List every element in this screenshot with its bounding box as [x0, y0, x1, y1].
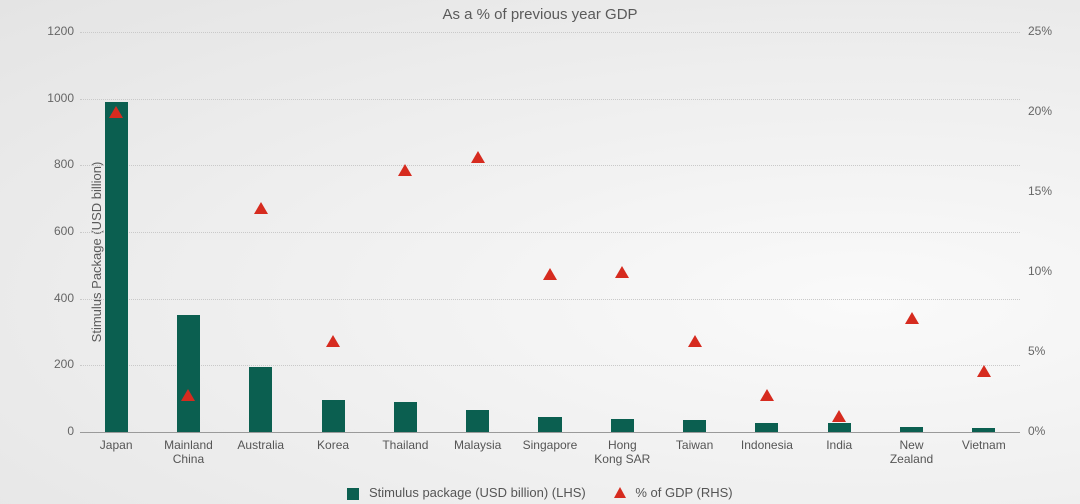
- triangle-marker-icon: [832, 410, 846, 422]
- triangle-marker-icon: [471, 151, 485, 163]
- y-right-tick: 5%: [1028, 344, 1078, 358]
- category-label: HongKong SAR: [586, 438, 658, 466]
- triangle-marker-icon: [688, 335, 702, 347]
- chart-title: As a % of previous year GDP: [0, 6, 1080, 23]
- y-left-tick: 1200: [24, 24, 74, 38]
- triangle-marker-icon: [254, 202, 268, 214]
- y-left-tick: 200: [24, 357, 74, 371]
- triangle-marker-icon: [615, 266, 629, 278]
- bar: [105, 102, 128, 432]
- y-right-tick: 10%: [1028, 264, 1078, 278]
- category-label: Japan: [80, 438, 152, 452]
- category-label: MainlandChina: [152, 438, 224, 466]
- category-label: Singapore: [514, 438, 586, 452]
- plot-area: [80, 32, 1020, 432]
- chart-container: As a % of previous year GDP Stimulus Pac…: [0, 0, 1080, 504]
- category-label: Australia: [225, 438, 297, 452]
- y-right-tick: 0%: [1028, 424, 1078, 438]
- legend-bar-label: Stimulus package (USD billion) (LHS): [369, 485, 586, 500]
- triangle-marker-icon: [398, 164, 412, 176]
- category-label: Indonesia: [731, 438, 803, 452]
- triangle-marker-icon: [543, 268, 557, 280]
- bar: [755, 423, 778, 432]
- category-label: Malaysia: [442, 438, 514, 452]
- legend-item-marker: % of GDP (RHS): [614, 485, 733, 500]
- bar: [972, 428, 995, 432]
- triangle-marker-icon: [614, 487, 626, 498]
- triangle-marker-icon: [181, 389, 195, 401]
- triangle-marker-icon: [905, 312, 919, 324]
- bar: [828, 423, 851, 432]
- bar: [900, 427, 923, 432]
- bar: [249, 367, 272, 432]
- triangle-marker-icon: [760, 389, 774, 401]
- y-left-tick: 0: [24, 424, 74, 438]
- bar: [683, 420, 706, 432]
- category-label: India: [803, 438, 875, 452]
- y-left-tick: 400: [24, 291, 74, 305]
- bar: [322, 400, 345, 432]
- y-right-tick: 25%: [1028, 24, 1078, 38]
- y-right-tick: 20%: [1028, 104, 1078, 118]
- y-left-tick: 800: [24, 157, 74, 171]
- bar: [538, 417, 561, 432]
- bar: [177, 315, 200, 432]
- bar-swatch-icon: [347, 488, 359, 500]
- bar: [466, 410, 489, 432]
- category-label: NewZealand: [875, 438, 947, 466]
- triangle-marker-icon: [326, 335, 340, 347]
- category-label: Korea: [297, 438, 369, 452]
- bar: [611, 419, 634, 432]
- legend-marker-label: % of GDP (RHS): [635, 485, 732, 500]
- triangle-marker-icon: [109, 106, 123, 118]
- legend: Stimulus package (USD billion) (LHS) % o…: [0, 485, 1080, 500]
- y-right-tick: 15%: [1028, 184, 1078, 198]
- legend-item-bar: Stimulus package (USD billion) (LHS): [347, 485, 585, 500]
- category-label: Thailand: [369, 438, 441, 452]
- y-left-tick: 1000: [24, 91, 74, 105]
- triangle-marker-icon: [977, 365, 991, 377]
- bar: [394, 402, 417, 432]
- y-left-tick: 600: [24, 224, 74, 238]
- category-label: Vietnam: [948, 438, 1020, 452]
- category-label: Taiwan: [658, 438, 730, 452]
